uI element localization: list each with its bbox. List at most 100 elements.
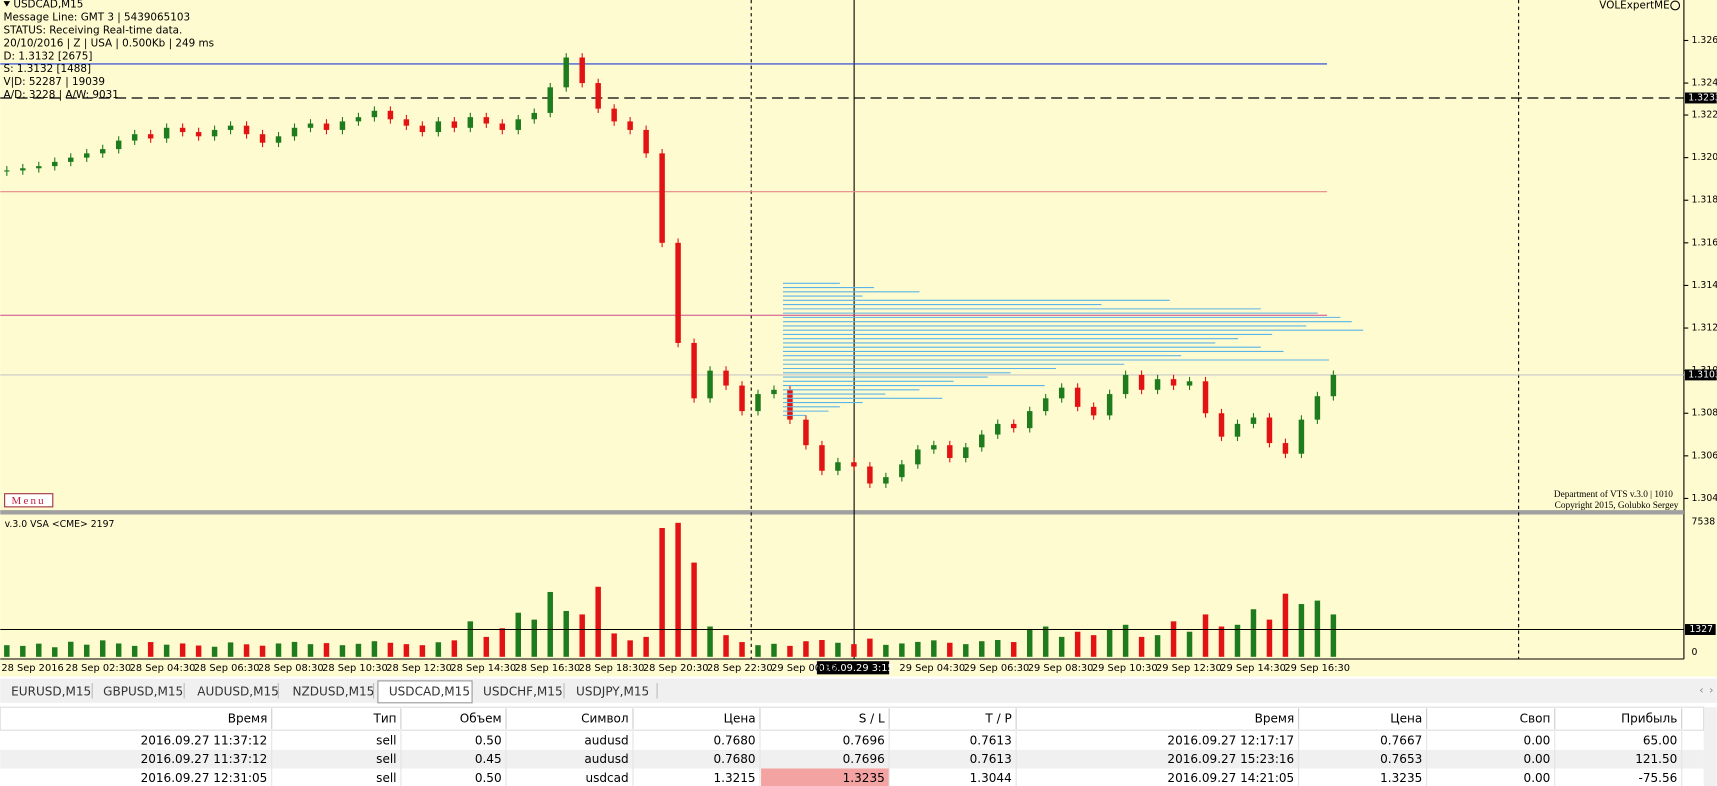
candle <box>36 166 42 169</box>
candle <box>355 117 362 122</box>
volume-bar <box>387 642 394 657</box>
volume-bar <box>899 643 905 657</box>
candle <box>259 134 266 143</box>
candle <box>995 423 1001 435</box>
crosshair-box <box>816 661 890 675</box>
candle <box>963 447 969 458</box>
candle <box>899 464 905 478</box>
candle <box>851 462 857 467</box>
cell: 0.7667 <box>1380 734 1422 748</box>
candle <box>723 370 729 386</box>
volume-bar <box>963 644 969 657</box>
candle <box>371 110 378 118</box>
table-row <box>0 749 1704 769</box>
cell: 2016.09.27 15:23:16 <box>1167 752 1294 766</box>
column-header: Символ <box>581 712 628 726</box>
close-icon[interactable] <box>1670 0 1681 11</box>
cell: sell <box>376 752 396 766</box>
volume-bar <box>339 645 346 657</box>
x-tick-label: 28 Sep 08:30 <box>258 663 324 674</box>
volume-bar <box>195 645 202 657</box>
tab[interactable]: USDJPY,M15 <box>576 684 649 698</box>
candle <box>947 445 953 458</box>
candle <box>707 370 713 399</box>
tab[interactable]: EURUSD,M15 <box>11 684 91 698</box>
volume-bar <box>1234 624 1241 657</box>
candle <box>803 419 809 446</box>
volume-bar <box>995 640 1001 657</box>
volume-bar <box>1106 629 1113 657</box>
candle <box>339 121 346 130</box>
volume-bar <box>915 641 921 657</box>
column-header: Цена <box>724 712 756 726</box>
cell: 1.3235 <box>1380 771 1422 785</box>
y-tick-label: 1.3085 <box>1692 408 1717 419</box>
info-line: D: 1.3132 [2675] <box>4 50 93 62</box>
scrollbar[interactable] <box>1703 707 1717 786</box>
candle <box>1314 396 1321 420</box>
volume-bar <box>20 645 26 657</box>
candle <box>1026 411 1033 429</box>
cell: 0.7680 <box>713 734 755 748</box>
volume-bar <box>227 642 234 657</box>
column-header: Время <box>228 712 268 726</box>
candle <box>307 123 314 128</box>
volume-bar <box>1074 631 1081 657</box>
candle <box>467 117 474 128</box>
volume-bar <box>131 645 138 657</box>
tab[interactable]: USDCAD,M15 <box>389 684 470 698</box>
volume-bar <box>771 643 777 657</box>
candle <box>68 157 74 162</box>
volume-bar <box>259 645 266 657</box>
x-tick-label: 29 Sep 12:30 <box>1156 663 1222 674</box>
volume-bar <box>707 626 713 657</box>
tab[interactable]: NZDUSD,M15 <box>293 684 375 698</box>
volume-bar <box>403 644 410 657</box>
tab-active <box>377 680 473 704</box>
candle <box>1282 443 1289 454</box>
volume-bar <box>851 644 857 657</box>
x-tick-label: 28 Sep 16:30 <box>515 663 581 674</box>
candle <box>1058 387 1065 399</box>
candle <box>483 117 490 124</box>
volume-bar <box>1042 626 1049 657</box>
volume-bar <box>1250 609 1257 657</box>
cell: 2016.09.27 11:37:12 <box>141 734 268 748</box>
volume-bar <box>99 640 106 657</box>
volume-bar <box>1026 629 1033 657</box>
candle <box>515 119 522 130</box>
volume-bar <box>723 635 729 657</box>
volume-bar <box>547 591 553 657</box>
candle <box>52 161 58 167</box>
volume-bar <box>1314 600 1321 657</box>
tab-scroll[interactable]: › <box>1709 684 1713 697</box>
volume-bar <box>1058 636 1065 657</box>
menu-label[interactable]: Menu <box>12 495 46 507</box>
candle <box>227 125 234 130</box>
tab-scroll[interactable]: ‹ <box>1699 684 1703 697</box>
volume-bar <box>163 644 170 657</box>
candle <box>659 153 665 243</box>
y-tick-label: 1.3165 <box>1692 237 1717 248</box>
candle <box>99 149 106 154</box>
tab[interactable]: GBPUSD,M15 <box>103 684 183 698</box>
candle <box>643 129 649 154</box>
cell: 0.7613 <box>970 734 1012 748</box>
volume-bar <box>515 612 522 657</box>
volume-bar <box>419 645 426 657</box>
cell: -75.56 <box>1639 771 1678 785</box>
y-tick-label: 1.3125 <box>1692 323 1717 334</box>
volume-bar <box>867 638 873 657</box>
volume-bar <box>819 640 825 657</box>
candle <box>1250 417 1257 424</box>
candle <box>915 449 921 465</box>
menu-button[interactable] <box>4 493 54 508</box>
tab[interactable]: AUDUSD,M15 <box>197 684 279 698</box>
info-line: STATUS: Receiving Real-time data. <box>4 24 183 36</box>
volume-bar <box>52 647 58 657</box>
cell: usdcad <box>585 771 628 785</box>
candle <box>1298 419 1305 454</box>
tab[interactable]: USDCHF,M15 <box>483 684 563 698</box>
x-tick-label: 29 Sep 04:30 <box>899 663 965 674</box>
cell: 65.00 <box>1643 734 1677 748</box>
